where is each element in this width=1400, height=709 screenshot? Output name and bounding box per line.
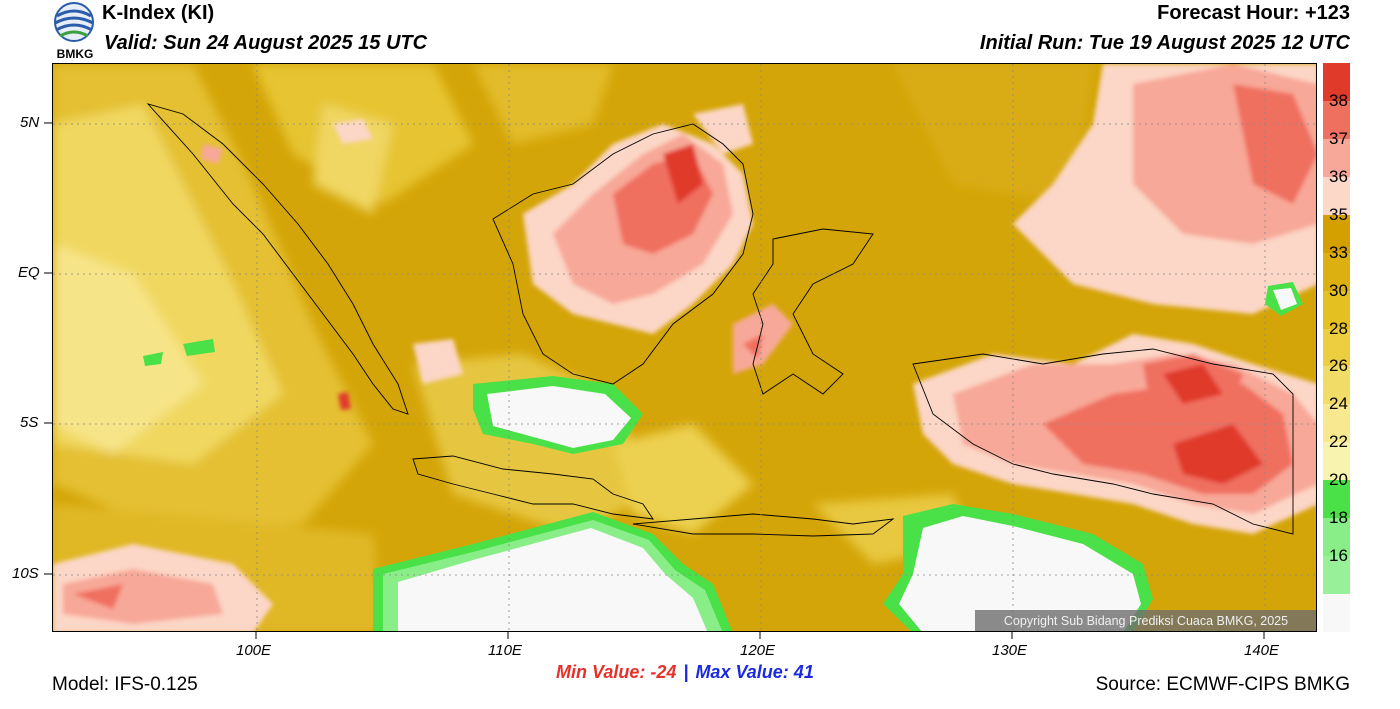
max-value: Max Value: 41: [695, 662, 814, 682]
lon-label-100e: 100E: [236, 642, 272, 659]
colorbar-segment: [1323, 328, 1350, 367]
colorbar-segment: [1323, 214, 1350, 254]
colorbar-segment: [1323, 556, 1350, 595]
colorbar-label: 24: [1329, 394, 1348, 414]
valid-time: Valid: Sun 24 August 2025 15 UTC: [104, 32, 428, 54]
colorbar-label: 20: [1329, 470, 1348, 490]
colorbar-label: 37: [1329, 128, 1348, 148]
colorbar-label: 16: [1329, 546, 1348, 566]
colorbar-label: 35: [1329, 204, 1348, 224]
colorbar-label: 30: [1329, 280, 1348, 300]
lon-ticks: [255, 631, 1265, 639]
lat-label-5s: 5S: [20, 414, 39, 431]
colorbar-segment: [1323, 480, 1350, 519]
colorbar-segment: [1323, 138, 1350, 178]
colorbar-label: 26: [1329, 356, 1348, 376]
lon-label-140e: 140E: [1244, 642, 1280, 659]
colorbar-segment: [1323, 404, 1350, 443]
map-title: K-Index (KI): [102, 2, 215, 24]
colorbar-label: 38: [1329, 90, 1348, 110]
copyright-notice: Copyright Sub Bidang Prediksi Cuaca BMKG…: [975, 610, 1316, 631]
colorbar: [1323, 63, 1350, 633]
value-separator: |: [683, 662, 689, 682]
colorbar-segment: [1323, 290, 1350, 330]
ki-map: Copyright Sub Bidang Prediksi Cuaca BMKG…: [52, 63, 1317, 632]
colorbar-segment: [1323, 63, 1350, 102]
logo-text: BMKG: [57, 47, 94, 60]
colorbar-label: 36: [1329, 166, 1348, 186]
min-value: Min Value: -24: [556, 662, 677, 682]
forecast-hour: Forecast Hour: +123: [1157, 2, 1350, 24]
lon-label-130e: 130E: [992, 642, 1028, 659]
lat-ticks: [44, 122, 52, 575]
ki-field: [53, 64, 1316, 631]
colorbar-segment: [1323, 366, 1350, 405]
colorbar-segment: [1323, 518, 1350, 557]
colorbar-segment: [1323, 594, 1350, 633]
initial-run: Initial Run: Tue 19 August 2025 12 UTC: [979, 32, 1350, 54]
lon-label-120e: 120E: [740, 642, 776, 659]
lat-label-5n: 5N: [20, 114, 40, 131]
source-label: Source: ECMWF-CIPS BMKG: [1095, 674, 1350, 695]
colorbar-segment: [1323, 442, 1350, 481]
colorbar-segment: [1323, 100, 1350, 140]
lat-label-eq: EQ: [18, 264, 40, 281]
lat-label-10s: 10S: [12, 565, 39, 582]
bmkg-logo: BMKG: [54, 2, 94, 60]
colorbar-segment: [1323, 176, 1350, 216]
lon-label-110e: 110E: [488, 642, 522, 659]
colorbar-segment: [1323, 252, 1350, 292]
model-label: Model: IFS-0.125: [52, 674, 198, 695]
colorbar-label: 22: [1329, 432, 1348, 452]
colorbar-label: 18: [1329, 508, 1348, 528]
colorbar-label: 28: [1329, 318, 1348, 338]
colorbar-label: 33: [1329, 242, 1348, 262]
